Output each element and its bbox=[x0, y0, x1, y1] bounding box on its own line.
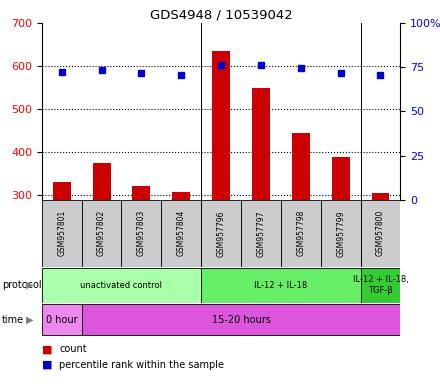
Text: IL-12 + IL-18,
TGF-β: IL-12 + IL-18, TGF-β bbox=[352, 275, 408, 295]
Bar bbox=[42, 268, 201, 303]
Text: GSM957796: GSM957796 bbox=[216, 210, 226, 257]
Text: GSM957799: GSM957799 bbox=[336, 210, 345, 257]
Bar bbox=[42, 304, 82, 335]
Bar bbox=[82, 200, 121, 267]
Bar bbox=[82, 304, 400, 335]
Text: GSM957801: GSM957801 bbox=[57, 210, 66, 257]
Bar bbox=[161, 200, 201, 267]
Text: percentile rank within the sample: percentile rank within the sample bbox=[59, 360, 224, 370]
Text: unactivated control: unactivated control bbox=[81, 281, 162, 290]
Text: time: time bbox=[2, 314, 24, 325]
Bar bbox=[42, 200, 82, 267]
Bar bbox=[292, 133, 310, 200]
Text: GSM957800: GSM957800 bbox=[376, 210, 385, 257]
Bar bbox=[360, 200, 400, 267]
Bar bbox=[212, 51, 230, 200]
Bar bbox=[53, 182, 71, 200]
Bar bbox=[241, 200, 281, 267]
Text: ▶: ▶ bbox=[26, 314, 34, 325]
Text: GSM957802: GSM957802 bbox=[97, 210, 106, 257]
Text: IL-12 + IL-18: IL-12 + IL-18 bbox=[254, 281, 308, 290]
Bar bbox=[281, 200, 321, 267]
Title: GDS4948 / 10539042: GDS4948 / 10539042 bbox=[150, 9, 293, 22]
Text: ■: ■ bbox=[42, 344, 52, 354]
Bar bbox=[121, 200, 161, 267]
Bar bbox=[201, 200, 241, 267]
Text: protocol: protocol bbox=[2, 280, 42, 290]
Bar bbox=[371, 193, 389, 200]
Bar bbox=[92, 163, 110, 200]
Bar bbox=[332, 157, 350, 200]
Text: GSM957804: GSM957804 bbox=[177, 210, 186, 257]
Text: 0 hour: 0 hour bbox=[46, 314, 77, 325]
Text: count: count bbox=[59, 344, 87, 354]
Text: ▶: ▶ bbox=[26, 280, 34, 290]
Bar bbox=[321, 200, 360, 267]
Bar bbox=[360, 268, 400, 303]
Text: ■: ■ bbox=[42, 360, 52, 370]
Text: GSM957798: GSM957798 bbox=[296, 210, 305, 257]
Bar bbox=[132, 186, 150, 200]
Bar bbox=[252, 88, 270, 200]
Bar bbox=[201, 268, 360, 303]
Bar bbox=[172, 192, 190, 200]
Text: 15-20 hours: 15-20 hours bbox=[212, 314, 271, 325]
Text: GSM957797: GSM957797 bbox=[257, 210, 265, 257]
Text: GSM957803: GSM957803 bbox=[137, 210, 146, 257]
